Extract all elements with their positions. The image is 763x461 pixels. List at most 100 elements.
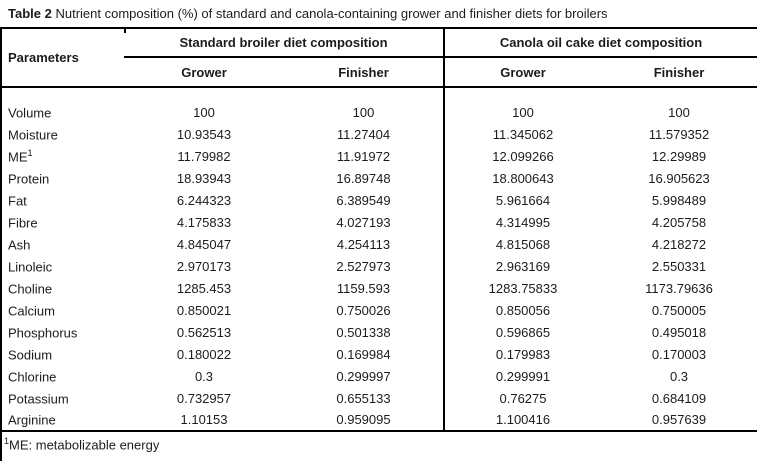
group-header-row: Parameters Standard broiler diet composi… xyxy=(0,28,758,88)
table-row: Phosphorus 0.562513 0.501338 0.596865 0.… xyxy=(0,321,757,343)
param-label: Moisture xyxy=(8,127,58,143)
value-cell-canola-grower: 12.099266 xyxy=(443,145,601,167)
param-cell: Phosphorus xyxy=(0,321,124,343)
param-cell: Choline xyxy=(0,277,124,299)
left-border-line xyxy=(0,27,2,461)
value-cell-standard-grower: 6.244323 xyxy=(176,192,232,208)
table-body: Volume 100 100 100 100 Moisture 10.93543… xyxy=(0,87,757,431)
header-divider-tick xyxy=(124,28,126,33)
value-cell-canola-finisher: 0.684109 xyxy=(651,390,707,406)
value-cell-standard-grower: 0.850021 xyxy=(176,302,232,318)
column-header-standard-grower: Grower xyxy=(124,57,284,88)
value-cell-canola-finisher: 1173.79636 xyxy=(645,280,713,296)
value-cell-standard-grower: 2.970173 xyxy=(176,258,232,274)
table-row: Calcium 0.850021 0.750026 0.850056 0.750… xyxy=(0,299,757,321)
param-label: Arginine xyxy=(8,412,56,428)
param-label: Linoleic xyxy=(8,259,53,275)
table-row: Volume 100 100 100 100 xyxy=(0,101,757,123)
value-cell-standard-grower: 4.845047 xyxy=(176,236,232,252)
table-header: Parameters Standard broiler diet composi… xyxy=(0,28,758,88)
value-cell-canola-grower: 0.299991 xyxy=(443,365,601,387)
param-label: Protein xyxy=(8,171,50,187)
param-label: Choline xyxy=(8,281,53,297)
value-cell-standard-grower: 0.732957 xyxy=(176,390,232,406)
value-cell-standard-finisher: 2.527973 xyxy=(336,258,391,274)
table-row: Arginine 1.10153 0.959095 1.100416 0.957… xyxy=(0,409,757,431)
value-cell-standard-finisher: 1159.593 xyxy=(336,280,391,296)
param-superscript: 1 xyxy=(27,147,33,158)
param-cell: Linoleic xyxy=(0,255,124,277)
column-header-parameters: Parameters xyxy=(0,28,124,88)
value-cell-standard-finisher: 11.91972 xyxy=(336,148,391,164)
table-row: Moisture 10.93543 11.27404 11.345062 11.… xyxy=(0,123,757,145)
table-row: Protein 18.93943 16.89748 18.800643 16.9… xyxy=(0,167,757,189)
table-row: Chlorine 0.3 0.299997 0.299991 0.3 xyxy=(0,365,757,387)
param-label: ME xyxy=(8,149,28,165)
value-cell-standard-finisher: 0.655133 xyxy=(336,390,391,406)
value-cell-standard-grower: 18.93943 xyxy=(176,170,232,186)
value-cell-canola-grower: 0.179983 xyxy=(443,343,601,365)
value-cell-standard-finisher: 16.89748 xyxy=(336,170,391,186)
value-cell-canola-finisher: 11.579352 xyxy=(648,126,710,142)
value-cell-standard-grower: 0.562513 xyxy=(176,324,232,340)
column-group-canola: Canola oil cake diet composition xyxy=(442,28,758,58)
table-row: Choline 1285.453 1159.593 1283.75833 117… xyxy=(0,277,757,299)
value-cell-standard-finisher: 0.501338 xyxy=(336,324,391,340)
param-cell: Chlorine xyxy=(0,365,124,387)
table-caption-label: Table 2 xyxy=(8,6,52,21)
column-header-canola-finisher: Finisher xyxy=(601,57,758,88)
table-row: Potassium 0.732957 0.655133 0.76275 0.68… xyxy=(0,387,757,409)
value-cell-canola-finisher: 0.495018 xyxy=(651,324,707,340)
value-cell-canola-finisher: 100 xyxy=(668,104,690,120)
value-cell-canola-finisher: 4.218272 xyxy=(651,236,707,252)
value-cell-standard-finisher: 0.169984 xyxy=(336,346,391,362)
value-cell-canola-finisher: 0.3 xyxy=(669,368,689,384)
value-cell-standard-grower: 10.93543 xyxy=(176,126,232,142)
value-cell-standard-grower: 11.79982 xyxy=(177,148,231,164)
table-caption: Table 2 Nutrient composition (%) of stan… xyxy=(8,6,763,21)
subheader-row: Grower Finisher Grower Finisher xyxy=(0,57,758,88)
param-cell: Calcium xyxy=(0,299,124,321)
value-cell-standard-grower: 100 xyxy=(193,104,215,120)
param-cell: Ash xyxy=(0,233,124,255)
param-cell: Sodium xyxy=(0,343,124,365)
param-label: Volume xyxy=(8,105,52,121)
value-cell-standard-grower: 1285.453 xyxy=(176,280,232,296)
value-cell-canola-finisher: 5.998489 xyxy=(651,192,707,208)
value-cell-standard-finisher: 0.750026 xyxy=(336,302,391,318)
value-cell-canola-grower: 2.963169 xyxy=(443,255,601,277)
param-cell: Fibre xyxy=(0,211,124,233)
param-label: Phosphorus xyxy=(8,325,78,341)
param-cell: Potassium xyxy=(0,387,124,409)
value-cell-canola-grower: 1.100416 xyxy=(443,409,601,431)
table-caption-text: Nutrient composition (%) of standard and… xyxy=(55,6,608,21)
table-row: ME1 11.79982 11.91972 12.099266 12.29989 xyxy=(0,145,757,167)
table-row: Sodium 0.180022 0.169984 0.179983 0.1700… xyxy=(0,343,757,365)
value-cell-canola-grower: 5.961664 xyxy=(443,189,601,211)
value-cell-standard-grower: 0.180022 xyxy=(176,346,232,362)
param-cell: Arginine xyxy=(0,409,124,431)
value-cell-canola-finisher: 0.750005 xyxy=(651,302,707,318)
param-cell: Fat xyxy=(0,189,124,211)
value-cell-canola-grower: 0.76275 xyxy=(443,387,601,409)
param-cell: ME1 xyxy=(0,145,124,167)
nutrient-table: Parameters Standard broiler diet composi… xyxy=(0,27,758,432)
param-label: Fibre xyxy=(8,215,38,231)
param-cell: Protein xyxy=(0,167,124,189)
column-header-standard-finisher: Finisher xyxy=(284,57,444,88)
table-row: Linoleic 2.970173 2.527973 2.963169 2.55… xyxy=(0,255,757,277)
value-cell-canola-grower: 4.815068 xyxy=(443,233,601,255)
value-cell-standard-finisher: 100 xyxy=(352,104,375,120)
value-cell-canola-finisher: 0.170003 xyxy=(651,346,707,362)
value-cell-canola-finisher: 2.550331 xyxy=(651,258,707,274)
param-label: Calcium xyxy=(8,303,55,319)
value-cell-canola-finisher: 0.957639 xyxy=(651,412,707,427)
value-cell-canola-grower: 1283.75833 xyxy=(443,277,601,299)
value-cell-standard-grower: 4.175833 xyxy=(176,214,232,230)
value-cell-standard-finisher: 4.254113 xyxy=(336,236,391,252)
value-cell-canola-grower: 100 xyxy=(443,101,601,123)
param-label: Chlorine xyxy=(8,369,57,385)
table-row: Fat 6.244323 6.389549 5.961664 5.998489 xyxy=(0,189,757,211)
param-label: Potassium xyxy=(8,391,69,407)
